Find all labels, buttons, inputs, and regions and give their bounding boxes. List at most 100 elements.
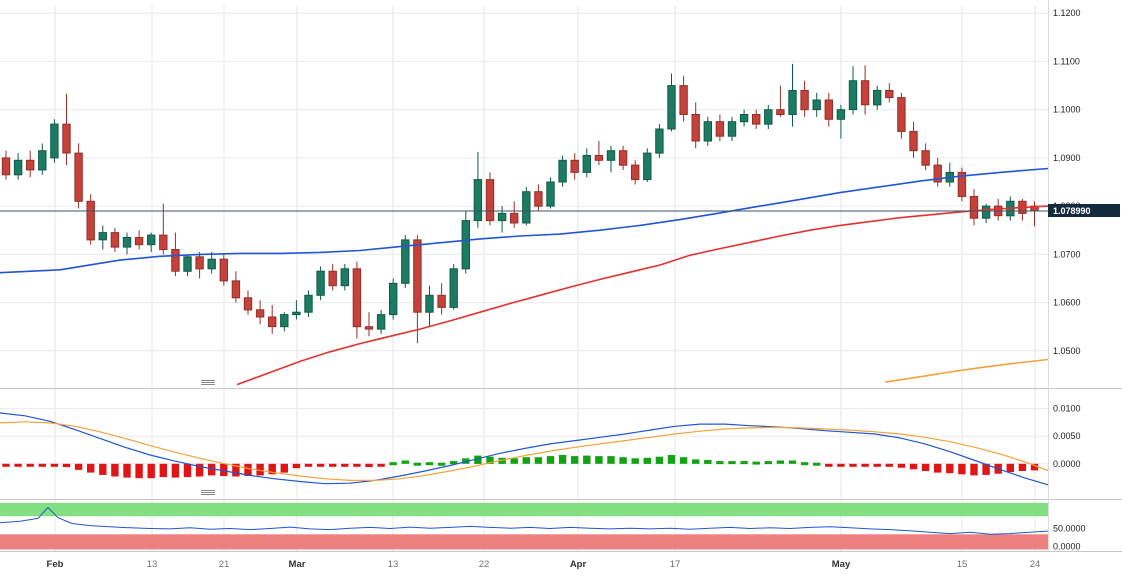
candle[interactable] bbox=[171, 249, 180, 272]
candle[interactable] bbox=[328, 270, 337, 287]
candle[interactable] bbox=[62, 123, 71, 154]
candle[interactable] bbox=[364, 326, 374, 330]
candle[interactable] bbox=[667, 85, 676, 130]
candle[interactable] bbox=[848, 80, 858, 111]
candle[interactable] bbox=[122, 237, 132, 248]
candle[interactable] bbox=[606, 150, 616, 161]
macd-histogram-bar bbox=[679, 457, 688, 464]
candle[interactable] bbox=[812, 99, 821, 111]
candle[interactable] bbox=[776, 109, 785, 115]
candle[interactable] bbox=[50, 123, 59, 159]
candle[interactable] bbox=[159, 234, 168, 251]
candle[interactable] bbox=[243, 297, 253, 311]
candle[interactable] bbox=[570, 159, 579, 173]
candle[interactable] bbox=[134, 237, 144, 246]
candle[interactable] bbox=[425, 294, 434, 313]
candle[interactable] bbox=[86, 200, 95, 241]
candle[interactable] bbox=[183, 256, 192, 272]
candle[interactable] bbox=[510, 212, 519, 224]
candle[interactable] bbox=[485, 179, 495, 222]
candle[interactable] bbox=[933, 164, 942, 183]
candle[interactable] bbox=[727, 121, 737, 137]
candle[interactable] bbox=[304, 294, 313, 313]
candle[interactable] bbox=[764, 109, 773, 125]
candle[interactable] bbox=[231, 280, 241, 299]
candle[interactable] bbox=[401, 239, 410, 284]
candle[interactable] bbox=[461, 220, 471, 270]
candle[interactable] bbox=[38, 150, 47, 171]
macd-histogram-bar bbox=[607, 456, 615, 464]
macd-histogram-bar bbox=[692, 459, 700, 464]
candle[interactable] bbox=[534, 191, 543, 207]
macd-histogram-bar bbox=[425, 462, 434, 466]
candle[interactable] bbox=[546, 181, 555, 207]
candle[interactable] bbox=[26, 159, 35, 171]
candle[interactable] bbox=[219, 258, 229, 282]
panel-resize-handle-icon[interactable] bbox=[201, 380, 215, 385]
candle[interactable] bbox=[788, 89, 797, 116]
candle[interactable] bbox=[836, 109, 846, 120]
candle[interactable] bbox=[292, 311, 301, 316]
candle[interactable] bbox=[969, 196, 979, 219]
candle[interactable] bbox=[437, 294, 446, 308]
candle[interactable] bbox=[957, 171, 967, 197]
candle[interactable] bbox=[255, 309, 265, 318]
candle[interactable] bbox=[473, 179, 483, 222]
macd-histogram-bar bbox=[655, 456, 664, 464]
candle[interactable] bbox=[873, 89, 882, 106]
candle[interactable] bbox=[715, 121, 725, 137]
panel-resize-handle-icon[interactable] bbox=[201, 490, 215, 495]
candle[interactable] bbox=[389, 282, 398, 316]
candle[interactable] bbox=[631, 164, 640, 181]
candle[interactable] bbox=[594, 155, 604, 161]
macd-histogram-bar bbox=[728, 461, 736, 465]
candle[interactable] bbox=[897, 97, 906, 132]
candle[interactable] bbox=[110, 232, 120, 248]
candle[interactable] bbox=[1, 157, 11, 176]
candle[interactable] bbox=[280, 314, 289, 328]
candle[interactable] bbox=[800, 89, 809, 111]
macd-signal-line bbox=[0, 421, 1049, 481]
candle[interactable] bbox=[522, 191, 531, 224]
candle[interactable] bbox=[449, 268, 458, 308]
candle[interactable] bbox=[679, 85, 688, 115]
candle[interactable] bbox=[739, 114, 749, 123]
macd-histogram-bar bbox=[716, 461, 724, 465]
candle[interactable] bbox=[195, 256, 204, 270]
candle[interactable] bbox=[497, 212, 507, 222]
candle[interactable] bbox=[703, 121, 712, 142]
y-axis-tick-label: 1.1200 bbox=[1053, 8, 1081, 18]
candle[interactable] bbox=[885, 89, 894, 99]
macd-histogram-bar bbox=[26, 463, 34, 467]
macd-histogram-bar bbox=[1018, 463, 1027, 471]
candle[interactable] bbox=[691, 114, 700, 142]
macd-histogram-bar bbox=[50, 463, 59, 467]
candle[interactable] bbox=[74, 152, 83, 202]
macd-histogram-bar bbox=[619, 457, 627, 464]
candle[interactable] bbox=[340, 268, 350, 287]
candle[interactable] bbox=[824, 99, 833, 120]
candle[interactable] bbox=[860, 80, 870, 106]
candle[interactable] bbox=[981, 205, 991, 219]
candle[interactable] bbox=[643, 152, 652, 181]
candle[interactable] bbox=[207, 258, 216, 270]
candle[interactable] bbox=[558, 159, 567, 183]
candle[interactable] bbox=[98, 232, 107, 241]
macd-histogram-bar bbox=[595, 456, 603, 464]
candle[interactable] bbox=[618, 150, 628, 166]
candle[interactable] bbox=[376, 314, 386, 330]
candle[interactable] bbox=[752, 114, 761, 125]
candle[interactable] bbox=[582, 155, 591, 173]
candle[interactable] bbox=[352, 268, 362, 328]
candle[interactable] bbox=[13, 159, 23, 176]
candle[interactable] bbox=[909, 130, 918, 152]
oversold-band bbox=[0, 534, 1048, 550]
candle[interactable] bbox=[316, 270, 325, 296]
candle[interactable] bbox=[268, 316, 277, 328]
candle[interactable] bbox=[413, 239, 422, 313]
candle[interactable] bbox=[921, 150, 930, 166]
candle[interactable] bbox=[147, 234, 156, 246]
candle[interactable] bbox=[655, 128, 664, 154]
